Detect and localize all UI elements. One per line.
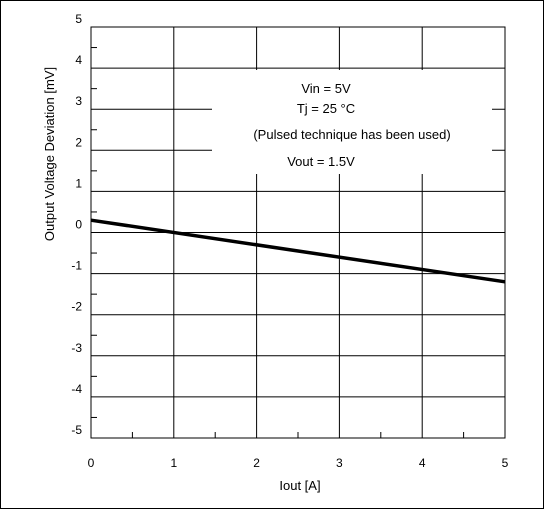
x-tick-label: 5	[502, 456, 509, 470]
plot-area	[90, 26, 506, 439]
annotation-tj: Tj = 25 °C	[297, 101, 355, 116]
y-tick-label: 0	[75, 218, 82, 232]
y-tick-label: 1	[75, 176, 82, 190]
y-tick-label: 4	[75, 53, 82, 67]
y-tick-label: 2	[75, 135, 82, 149]
series-line-0	[90, 218, 506, 284]
y-tick-label: -1	[71, 259, 82, 273]
annotation-method: (Pulsed technique has been used)	[253, 127, 450, 142]
x-tick-label: 0	[88, 456, 95, 470]
x-tick-label: 1	[170, 456, 177, 470]
x-axis-label: Iout [A]	[279, 478, 320, 493]
annotation-vout: Vout = 1.5V	[287, 154, 355, 169]
y-axis-label: Output Voltage Deviation [mV]	[42, 67, 57, 241]
x-tick-label: 4	[419, 456, 426, 470]
y-tick-label: -2	[71, 300, 82, 314]
x-tick-label: 3	[336, 456, 343, 470]
y-tick-label: -3	[71, 341, 82, 355]
series-layer	[90, 218, 506, 284]
y-tick-labels: 5 4 3 2 1 0 -1 -2 -3 -4 -5	[71, 12, 82, 437]
y-tick-label: 5	[75, 12, 82, 26]
x-tick-labels: 0 1 2 3 4 5	[88, 456, 509, 470]
y-tick-label: -5	[71, 423, 82, 437]
minor-ticks	[91, 47, 465, 438]
annotation-box	[212, 70, 492, 174]
y-tick-label: 3	[75, 94, 82, 108]
annotation-vin: Vin = 5V	[301, 81, 351, 96]
y-tick-label: -4	[71, 382, 82, 396]
x-tick-label: 2	[253, 456, 260, 470]
